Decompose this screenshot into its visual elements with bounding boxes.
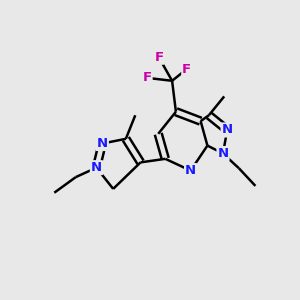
Text: N: N — [218, 147, 229, 160]
Text: N: N — [91, 161, 102, 174]
Text: N: N — [97, 137, 108, 150]
Text: N: N — [185, 164, 196, 177]
Text: F: F — [154, 51, 164, 64]
Text: F: F — [182, 62, 191, 76]
Text: N: N — [222, 124, 233, 136]
Text: F: F — [142, 71, 152, 84]
